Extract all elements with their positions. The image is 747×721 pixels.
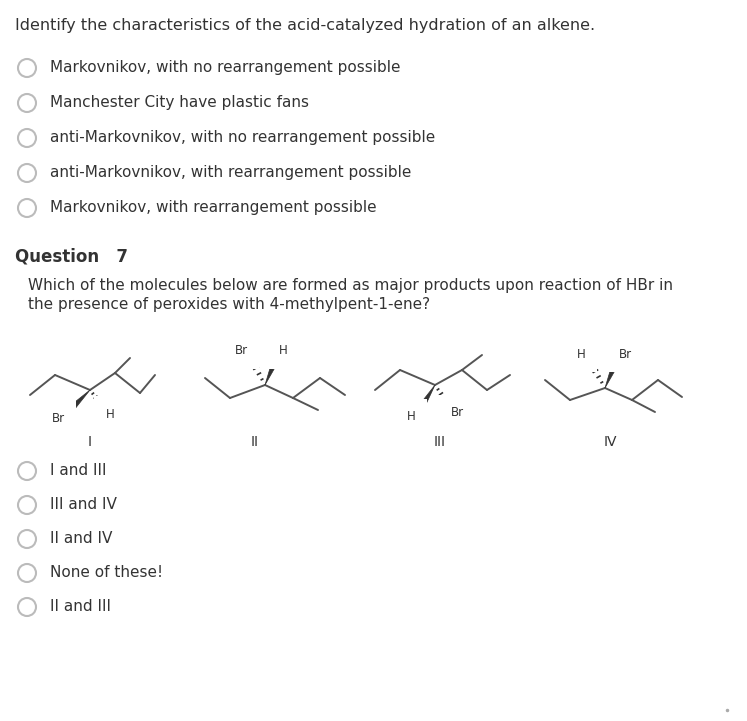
Text: I: I xyxy=(88,435,92,449)
Text: H: H xyxy=(406,410,415,423)
Text: H: H xyxy=(279,345,288,358)
Text: None of these!: None of these! xyxy=(50,565,163,580)
Text: anti-Markovnikov, with rearrangement possible: anti-Markovnikov, with rearrangement pos… xyxy=(50,165,412,180)
Text: Manchester City have plastic fans: Manchester City have plastic fans xyxy=(50,95,309,110)
Text: II and IV: II and IV xyxy=(50,531,112,546)
Text: the presence of peroxides with 4-methylpent-1-ene?: the presence of peroxides with 4-methylp… xyxy=(28,297,430,312)
Text: H: H xyxy=(105,407,114,420)
Text: Br: Br xyxy=(450,407,464,420)
Polygon shape xyxy=(416,385,435,413)
Polygon shape xyxy=(605,358,620,388)
Polygon shape xyxy=(265,355,280,385)
Text: Markovnikov, with rearrangement possible: Markovnikov, with rearrangement possible xyxy=(50,200,376,215)
Text: Markovnikov, with no rearrangement possible: Markovnikov, with no rearrangement possi… xyxy=(50,60,400,75)
Text: Br: Br xyxy=(235,345,247,358)
Text: IV: IV xyxy=(604,435,617,449)
Text: H: H xyxy=(577,348,586,360)
Text: Question   7: Question 7 xyxy=(15,248,128,266)
Text: Br: Br xyxy=(52,412,64,425)
Text: Identify the characteristics of the acid-catalyzed hydration of an alkene.: Identify the characteristics of the acid… xyxy=(15,18,595,33)
Text: II: II xyxy=(251,435,259,449)
Text: Which of the molecules below are formed as major products upon reaction of HBr i: Which of the molecules below are formed … xyxy=(28,278,673,293)
Text: II and III: II and III xyxy=(50,599,111,614)
Text: III and IV: III and IV xyxy=(50,497,117,512)
Text: I and III: I and III xyxy=(50,463,107,478)
Text: III: III xyxy=(434,435,446,449)
Text: Br: Br xyxy=(619,348,631,360)
Text: anti-Markovnikov, with no rearrangement possible: anti-Markovnikov, with no rearrangement … xyxy=(50,130,436,145)
Polygon shape xyxy=(66,390,90,415)
